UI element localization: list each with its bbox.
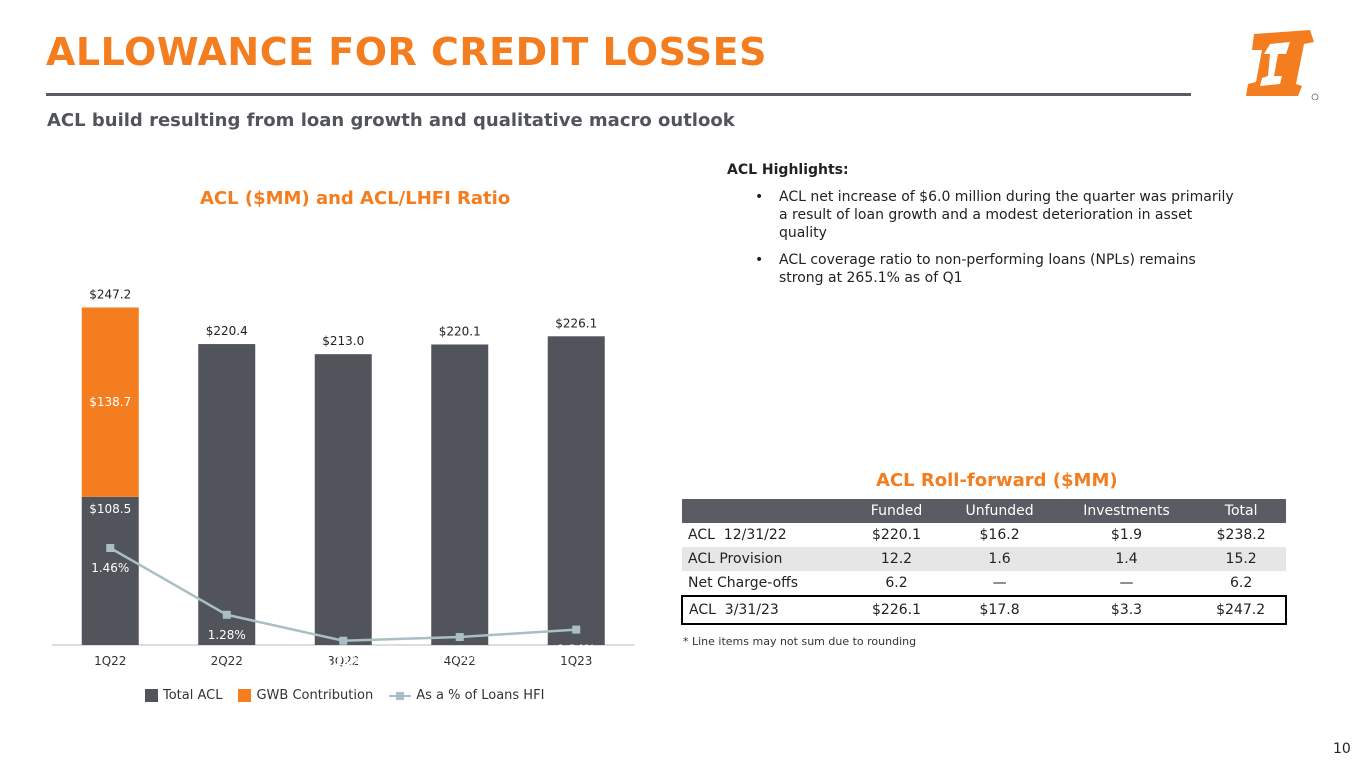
highlights-list: ACL net increase of $6.0 million during … [755,188,1235,296]
table-cell: — [992,575,1007,591]
table-cell: $238.2 [1216,527,1266,543]
line-point-pct [106,544,115,552]
acl-bar-chart: $138.7 $108.5 $247.2 1Q22 $220.4 2Q22 $213.0 3Q… [52,287,635,668]
table-row: Net Charge-offs 6.2 — — 6.2 [682,571,1286,596]
company-logo-icon [1246,30,1319,100]
table-cell: 1.6 [942,547,1057,571]
x-tick-label: 1Q23 [560,654,592,668]
table-cell: 15.2 [1196,547,1286,571]
data-label-total-acl: $226.1 [555,316,597,330]
page-title: ALLOWANCE FOR CREDIT LOSSES [46,30,767,74]
line-point-pct [222,610,231,619]
table-cell: $247.2 [1196,595,1287,625]
data-label-total-acl: $213.0 [322,334,364,348]
column-header: Unfunded [942,499,1057,523]
x-tick-label: 2Q22 [211,654,243,668]
data-label-total-acl: $108.5 [89,502,131,516]
table-cell: ACL 12/31/22 [688,527,787,543]
data-label-total-acl: $220.1 [439,324,481,338]
bar-total-acl [314,354,372,645]
bar-gwb-contribution [81,307,139,497]
legend-item-pct: As a % of Loans HFI [389,688,544,703]
chart-title: ACL ($MM) and ACL/LHFI Ratio [200,188,511,209]
x-tick-label: 3Q22 [327,654,359,668]
table-cell: 1.4 [1056,547,1197,571]
column-header: Funded [850,499,943,523]
table-cell: 6.2 [1229,575,1253,591]
table-cell: $16.2 [979,527,1020,543]
line-point-pct [455,633,464,642]
table-row-total: ACL 3/31/23 $226.1 $17.8 $3.3 $247.2 [681,595,1287,625]
table-row: ACL Provision 12.2 1.6 1.4 15.2 [682,547,1286,571]
column-header [682,499,851,523]
bar-total-acl [547,336,605,645]
legend-item-total-acl: Total ACL [145,688,222,703]
highlight-item: ACL coverage ratio to non-performing loa… [755,251,1235,287]
x-tick-label: 1Q22 [94,654,126,668]
bar-total-acl [198,344,256,645]
data-label-pct: 1.28% [208,628,246,642]
table-footnote: * Line items may not sum due to rounding [683,635,917,648]
table-header-row: Funded Unfunded Investments Total [682,499,1286,523]
legend-label-total-acl: Total ACL [163,688,223,703]
table-row: ACL 12/31/22 $220.1 $16.2 $1.9 $238.2 [682,523,1286,547]
legend-swatch-gwb [238,689,252,702]
data-label-pct: 1.46% [91,561,129,575]
data-label-gwb: $138.7 [89,395,131,409]
page-number: 10 [1333,741,1351,757]
legend-swatch-pct [389,689,412,702]
legend-label-pct: As a % of Loans HFI [416,688,545,703]
line-point-pct [572,625,581,634]
title-divider [46,93,1191,96]
chart-legend: Total ACL GWB Contribution As a % of Loa… [145,688,544,703]
rollforward-title: ACL Roll-forward ($MM) [876,470,1118,491]
page-subtitle: ACL build resulting from loan growth and… [47,110,735,131]
legend-item-gwb: GWB Contribution [238,688,373,703]
data-label-pct: 1.24% [557,643,595,657]
table-cell: $1.9 [1110,527,1143,543]
line-point-pct [339,636,348,645]
table-cell: ACL 3/31/23 [681,595,851,625]
table-cell: — [1119,575,1134,591]
data-label-total-acl: $220.4 [206,324,248,338]
bar-total-acl [81,496,139,645]
highlight-item: ACL net increase of $6.0 million during … [755,188,1235,242]
table-cell: Net Charge-offs [688,575,799,591]
highlights-title: ACL Highlights: [727,162,849,178]
column-header: Total [1196,499,1286,523]
table-cell: 12.2 [850,547,943,571]
data-label-total: $247.2 [89,287,131,301]
bar-total-acl [431,344,489,645]
rollforward-table: Funded Unfunded Investments Total ACL 12… [681,499,1287,625]
legend-label-gwb: GWB Contribution [256,688,374,703]
x-tick-label: 4Q22 [444,654,476,668]
data-label-pct: 1.22% [441,650,479,664]
table-cell: $226.1 [850,595,943,625]
table-cell: ACL Provision [682,547,851,571]
table-cell: $3.3 [1056,595,1197,625]
legend-swatch-total-acl [145,689,158,702]
data-label-pct: 1.21% [324,654,362,668]
table-cell: $220.1 [872,527,922,543]
table-cell: $17.8 [942,595,1057,625]
column-header: Investments [1056,499,1197,523]
table-cell: 6.2 [885,575,908,591]
